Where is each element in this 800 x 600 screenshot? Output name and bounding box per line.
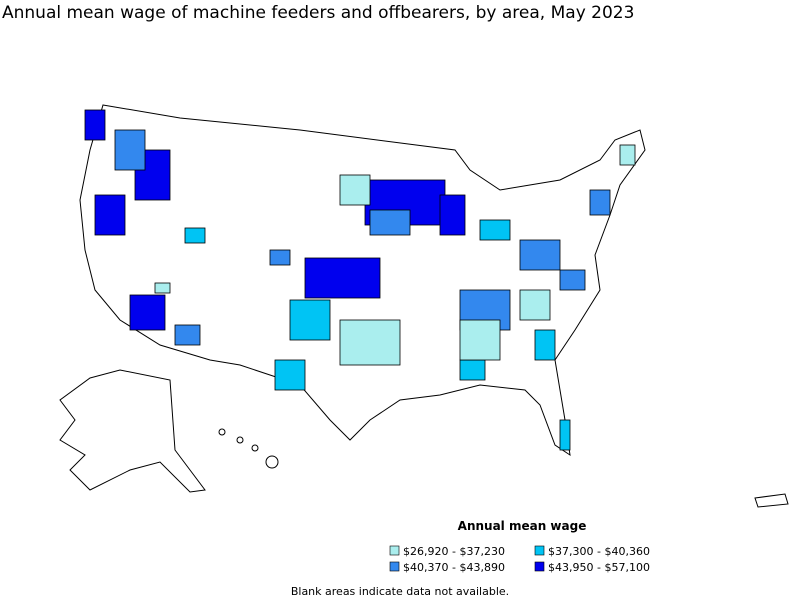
area-region bbox=[519, 289, 551, 321]
area-region bbox=[269, 249, 291, 266]
map-shapes bbox=[59, 104, 789, 508]
area-region bbox=[154, 282, 171, 294]
area-region bbox=[84, 109, 106, 141]
area-region bbox=[369, 209, 411, 236]
legend-label: $26,920 - $37,230 bbox=[403, 545, 505, 558]
hawaii bbox=[218, 428, 279, 469]
alaska bbox=[59, 369, 206, 493]
legend-swatch bbox=[389, 561, 400, 572]
area-region bbox=[184, 227, 206, 244]
area-region bbox=[174, 324, 201, 346]
area-region bbox=[459, 319, 501, 361]
area-region bbox=[274, 359, 306, 391]
puerto-rico bbox=[754, 493, 789, 508]
area-region bbox=[114, 129, 146, 171]
legend-title: Annual mean wage bbox=[458, 519, 587, 533]
area-region bbox=[94, 194, 126, 236]
area-region bbox=[339, 319, 401, 366]
area-region bbox=[304, 257, 381, 299]
area-region bbox=[559, 269, 586, 291]
legend-swatch bbox=[534, 561, 545, 572]
footnote: Blank areas indicate data not available. bbox=[291, 585, 509, 598]
area-region bbox=[559, 419, 571, 451]
area-region bbox=[589, 189, 611, 216]
legend-label: $40,370 - $43,890 bbox=[403, 561, 505, 574]
legend-swatch bbox=[389, 545, 400, 556]
area-region bbox=[289, 299, 331, 341]
legend-label: $43,950 - $57,100 bbox=[548, 561, 650, 574]
area-region bbox=[129, 294, 166, 331]
area-region bbox=[619, 144, 636, 166]
legend: $26,920 - $37,230 $37,300 - $40,360 $40,37… bbox=[389, 545, 650, 574]
legend-label: $37,300 - $40,360 bbox=[548, 545, 650, 558]
area-region bbox=[479, 219, 511, 241]
map-title: Annual mean wage of machine feeders and … bbox=[2, 3, 634, 23]
legend-swatch bbox=[534, 545, 545, 556]
area-region bbox=[519, 239, 561, 271]
area-region bbox=[534, 329, 556, 361]
area-region bbox=[459, 359, 486, 381]
area-region bbox=[439, 194, 466, 236]
area-region bbox=[339, 174, 371, 206]
